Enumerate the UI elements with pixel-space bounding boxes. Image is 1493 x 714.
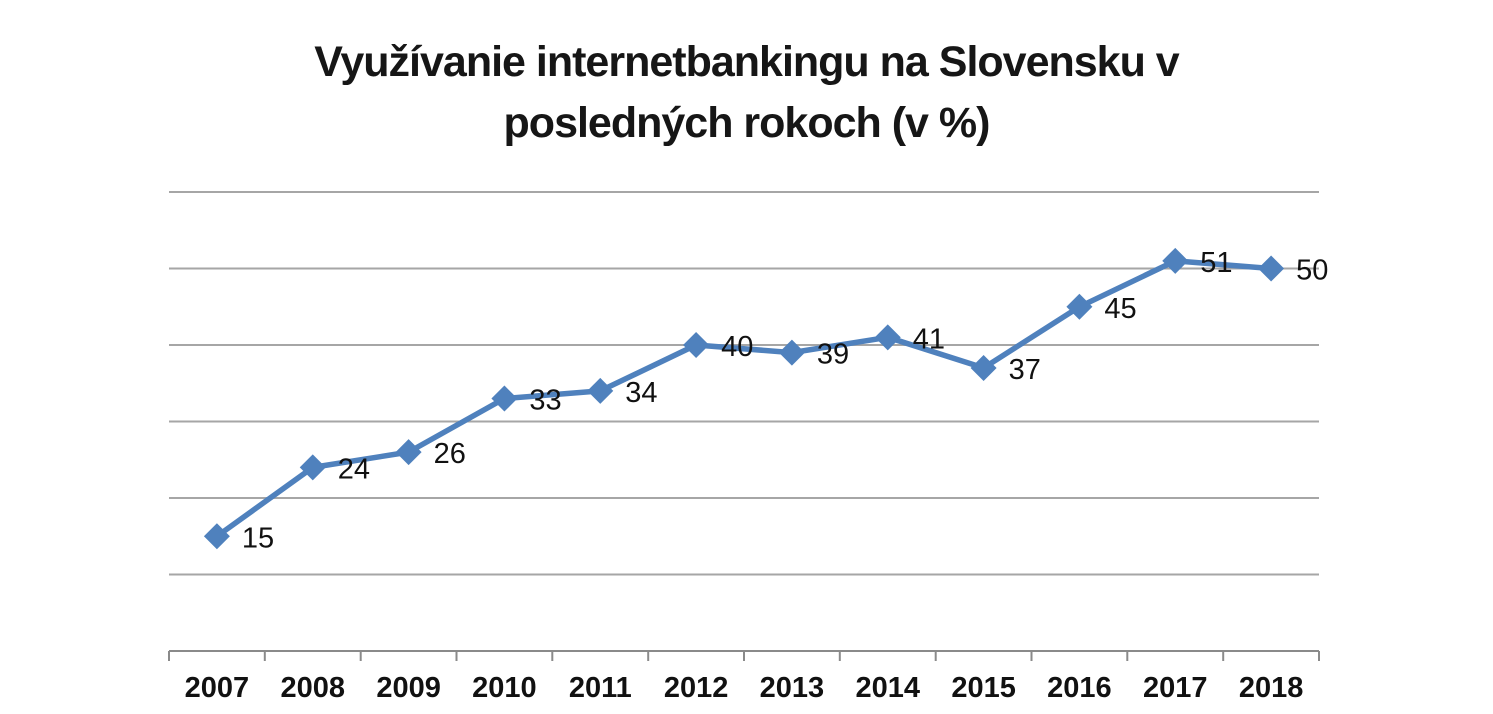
data-point-marker (1162, 247, 1189, 274)
x-axis-label: 2017 (1143, 672, 1208, 704)
data-point-label: 51 (1200, 247, 1232, 279)
x-axis-label: 2012 (664, 672, 729, 704)
data-point-marker (874, 324, 901, 351)
x-axis-label: 2018 (1239, 672, 1304, 704)
data-point-marker (1066, 293, 1093, 320)
data-point-label: 26 (434, 438, 466, 470)
x-axis-label: 2007 (185, 672, 250, 704)
data-point-label: 37 (1009, 354, 1041, 386)
x-axis-label: 2011 (569, 672, 632, 704)
data-point-label: 40 (721, 331, 753, 363)
data-point-marker (683, 332, 710, 358)
x-axis-label: 2008 (281, 672, 346, 704)
data-labels-group: 15 24 26 33 34 40 39 41 37 45 51 50 (242, 247, 1328, 554)
data-point-label: 24 (338, 453, 370, 485)
x-axis-label: 2009 (376, 672, 441, 704)
data-point-marker (491, 385, 518, 412)
data-point-marker (395, 439, 422, 466)
chart-title-line-1: Využívanie internetbankingu na Slovensku… (314, 38, 1179, 86)
x-axis-labels-group: 2007 2008 2009 2010 2011 2012 2013 2014 2015 2016… (185, 672, 1304, 704)
x-axis-label: 2015 (951, 672, 1016, 704)
data-point-marker (778, 339, 805, 366)
data-point-label: 39 (817, 339, 849, 371)
x-axis-label: 2010 (472, 672, 537, 704)
series-line (214, 258, 1274, 540)
data-point-marker (203, 523, 230, 550)
data-point-label: 50 (1296, 255, 1328, 287)
data-point-label: 41 (913, 323, 945, 355)
x-axis-group (168, 650, 1320, 661)
data-point-marker (299, 454, 326, 481)
gridlines-group (169, 191, 1319, 576)
data-point-marker (587, 377, 614, 404)
chart-title-line-2: posledných rokoch (v %) (503, 99, 991, 148)
data-point-label: 34 (625, 377, 657, 409)
chart-title: Využívanie internetbankingu na Slovensku… (0, 32, 1493, 154)
x-axis-label: 2014 (856, 672, 921, 704)
data-point-label: 15 (242, 522, 274, 554)
data-point-marker (970, 354, 997, 381)
x-axis-label: 2013 (760, 672, 825, 704)
x-axis-label: 2016 (1047, 672, 1112, 704)
series-group (203, 247, 1285, 550)
data-point-label: 45 (1104, 293, 1136, 325)
data-point-marker (1258, 255, 1285, 282)
data-point-label: 33 (529, 385, 561, 417)
